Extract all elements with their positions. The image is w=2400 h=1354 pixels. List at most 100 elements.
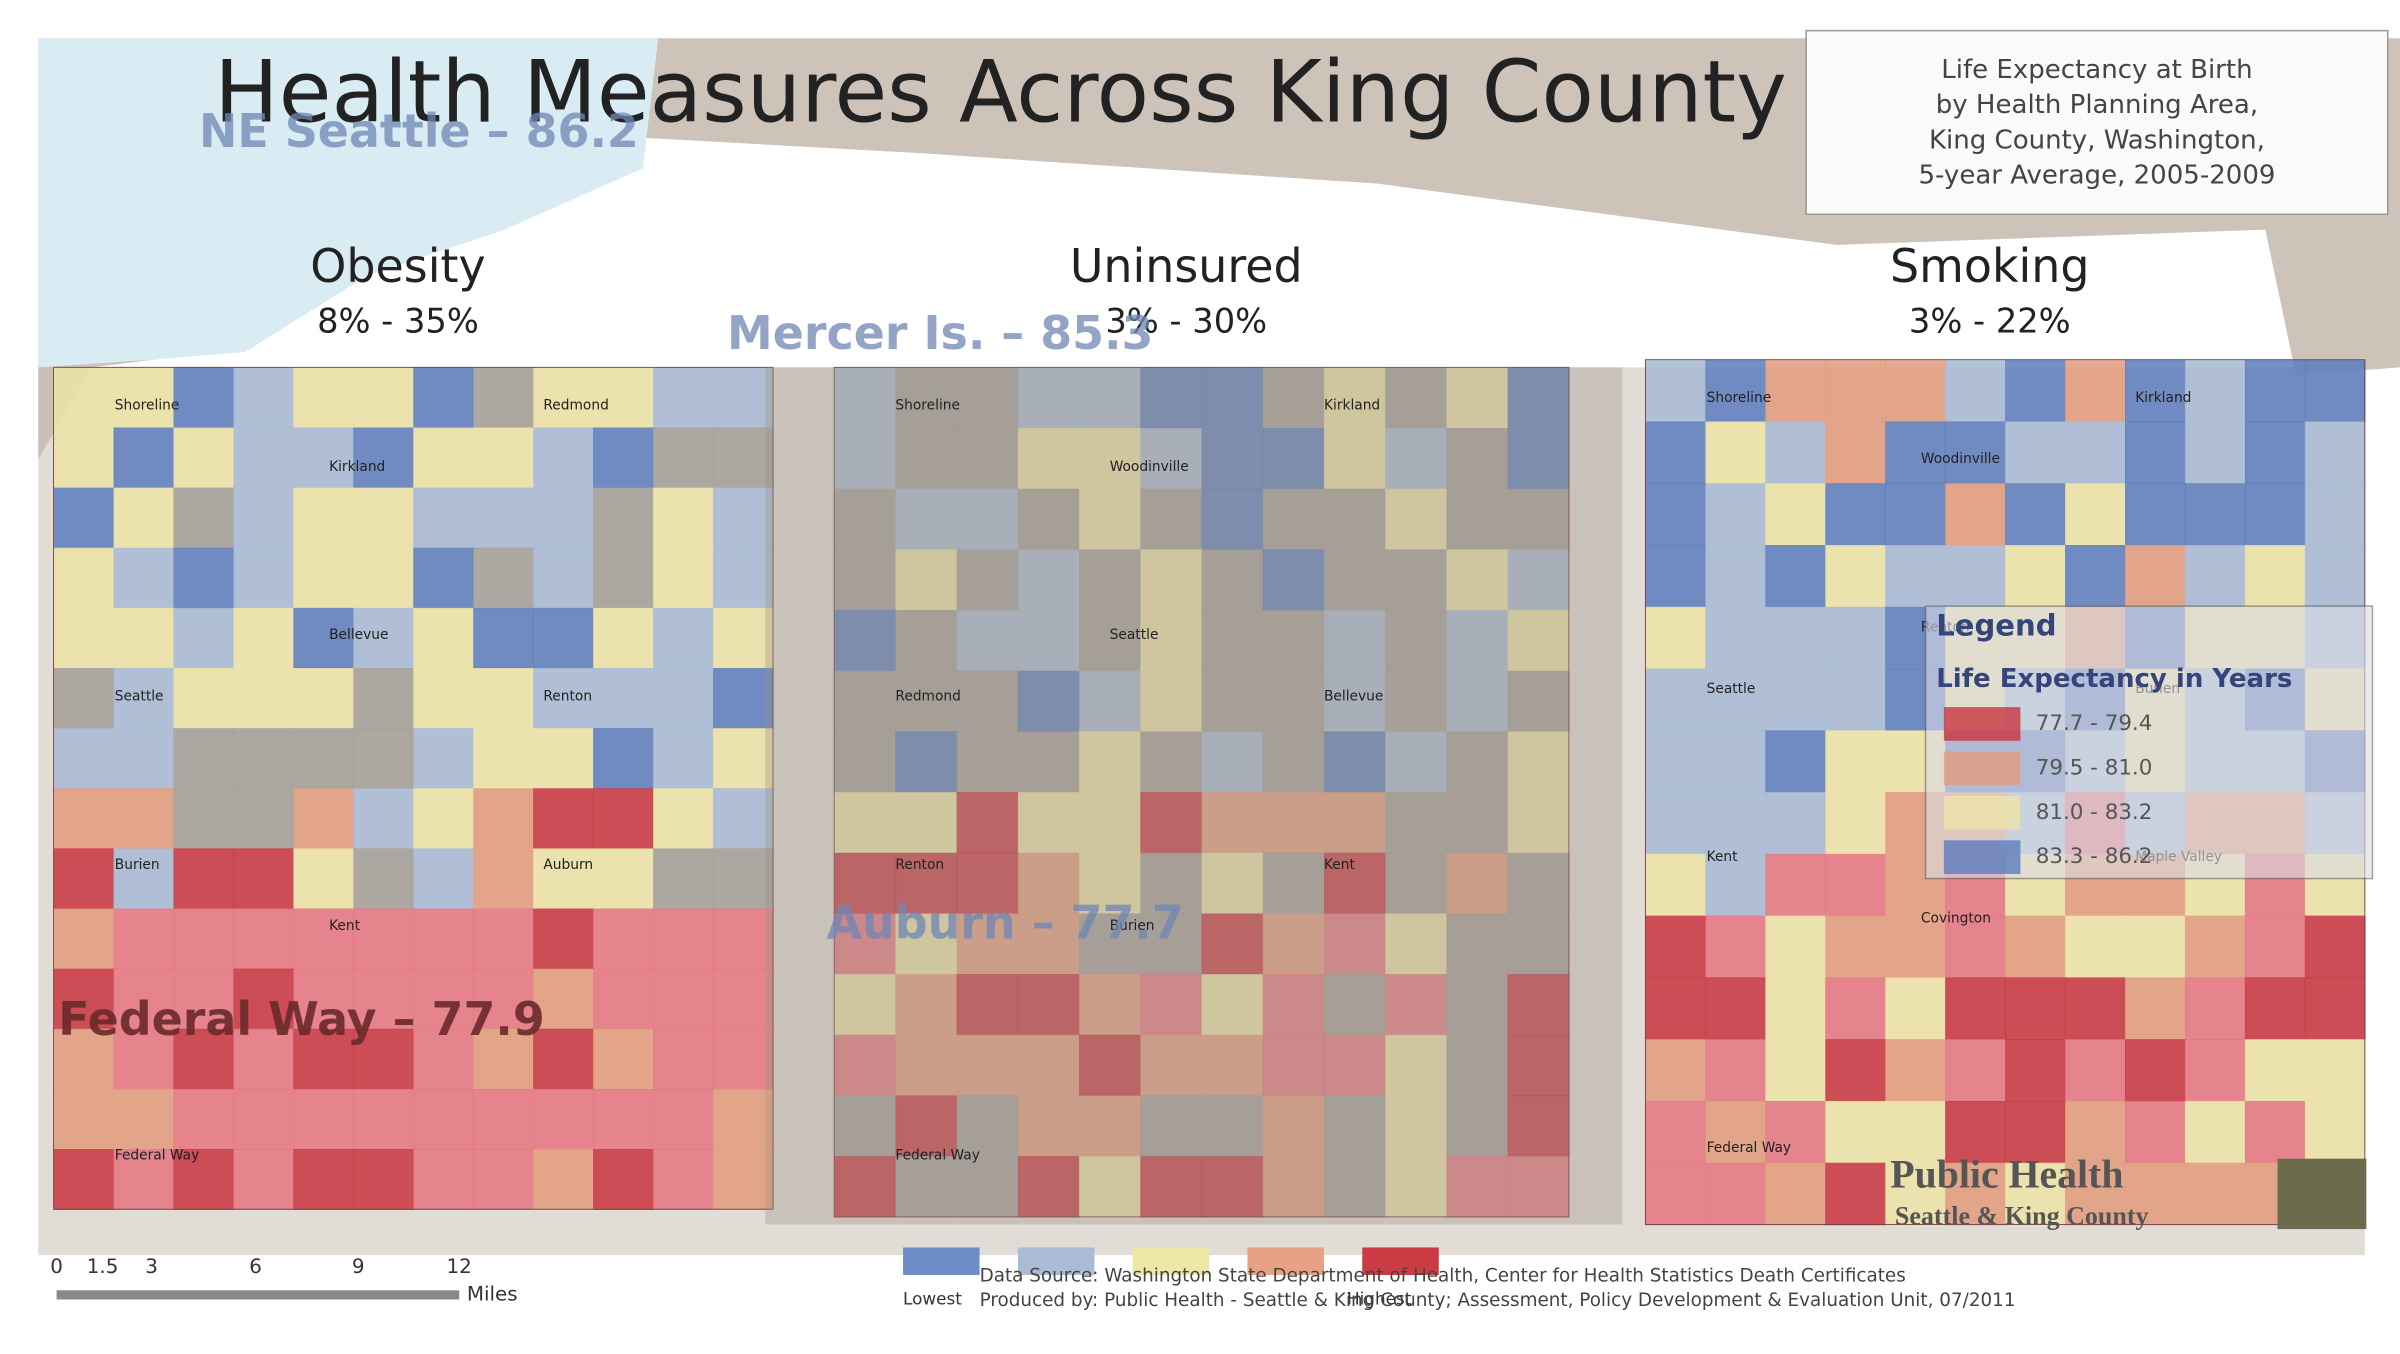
map-area — [834, 549, 897, 611]
map-area — [1705, 1100, 1767, 1164]
map-area — [956, 1034, 1019, 1097]
map-area — [533, 1088, 594, 1150]
map-area — [1825, 792, 1886, 855]
map-area — [113, 367, 175, 429]
map-area — [1885, 977, 1946, 1040]
map-area — [895, 1034, 958, 1097]
map-area — [1079, 731, 1142, 793]
map-area — [895, 549, 958, 611]
scale-tick: 9 — [352, 1255, 365, 1278]
map-area — [473, 427, 534, 489]
map-area — [1765, 792, 1827, 855]
texts: Shoreline Kirkland Redmond Seattle Bellevue R… — [50, 42, 2374, 1311]
map-area — [1079, 792, 1142, 854]
map-area — [1885, 545, 1946, 608]
place-label: Covington — [1921, 910, 1991, 926]
map-area — [895, 367, 958, 429]
map-area — [1765, 421, 1827, 485]
map-area — [1201, 670, 1264, 733]
map-area — [1140, 974, 1203, 1036]
map-area — [1262, 974, 1325, 1036]
map-area — [895, 913, 958, 975]
map-area — [1323, 428, 1386, 490]
map-area — [533, 427, 594, 489]
legend-subtitle: Life Expectancy in Years — [1936, 664, 2292, 694]
map-area — [533, 788, 594, 850]
map-area — [1765, 483, 1827, 546]
map-area — [1201, 792, 1264, 854]
map-area — [593, 728, 654, 790]
map-area — [1645, 1039, 1707, 1102]
map-area — [1507, 367, 1570, 429]
map-area — [173, 788, 235, 850]
map-area — [2125, 915, 2186, 979]
callout: Mercer Is. – 85.3 — [727, 306, 1153, 360]
map-area — [353, 728, 415, 790]
place-label: Burien — [115, 857, 160, 873]
color-key-low: Lowest — [903, 1288, 962, 1308]
map-area — [473, 1149, 534, 1210]
map-area — [593, 1028, 654, 1090]
map-area — [173, 848, 235, 910]
map-area — [353, 427, 415, 489]
map-area — [713, 668, 774, 729]
map-area — [353, 1088, 415, 1150]
map-area — [293, 848, 355, 910]
map-area — [473, 547, 534, 609]
map-area — [895, 731, 958, 793]
map-area — [2304, 1100, 2366, 1164]
map-area — [413, 547, 474, 609]
map-area — [1507, 670, 1570, 733]
map-area — [1017, 852, 1080, 915]
map-area — [956, 610, 1019, 672]
map-area — [1385, 1034, 1448, 1097]
map-area — [1885, 359, 1946, 423]
map-area — [53, 487, 115, 549]
place-label: Kent — [1324, 857, 1356, 873]
map-area — [353, 607, 415, 669]
map-area — [1705, 483, 1767, 546]
map-area — [1825, 1039, 1886, 1102]
map-area — [2184, 1100, 2246, 1164]
map-area — [473, 607, 534, 669]
map-area — [2005, 977, 2066, 1040]
map-area — [53, 607, 115, 669]
map-area — [413, 1088, 474, 1150]
map-area — [653, 547, 714, 609]
map-area — [1385, 610, 1448, 672]
map-area — [1323, 1034, 1386, 1097]
map-area — [53, 728, 115, 790]
map-area — [113, 848, 175, 910]
map-area — [593, 427, 654, 489]
map-area — [834, 792, 897, 854]
map-area — [1385, 731, 1448, 793]
map-area — [895, 974, 958, 1036]
map-area — [1705, 853, 1767, 917]
inset-title: Life Expectancy at Birth — [1941, 55, 2252, 85]
map-area — [834, 852, 897, 915]
map-area — [1765, 1039, 1827, 1102]
map-area — [2304, 483, 2366, 546]
map-area — [1140, 670, 1203, 733]
map-area — [1825, 1100, 1886, 1164]
map-area — [1645, 606, 1707, 670]
map-area — [473, 908, 534, 970]
map-area — [2304, 1039, 2366, 1102]
map-area — [1507, 792, 1570, 854]
map-area — [1705, 421, 1767, 485]
map-area — [713, 1149, 774, 1210]
map-area — [1885, 1162, 1946, 1226]
map-area — [2065, 421, 2126, 485]
map-area — [1385, 913, 1448, 975]
place-label: Auburn — [543, 857, 593, 873]
map-area — [293, 487, 355, 549]
map-area — [113, 968, 175, 1030]
map-area — [113, 908, 175, 970]
map-area — [1140, 913, 1203, 975]
map-area — [533, 728, 594, 790]
map-area — [533, 848, 594, 910]
panel-range: 3% - 22% — [1909, 301, 2071, 340]
map-area — [173, 427, 235, 489]
map-area — [2304, 545, 2366, 608]
